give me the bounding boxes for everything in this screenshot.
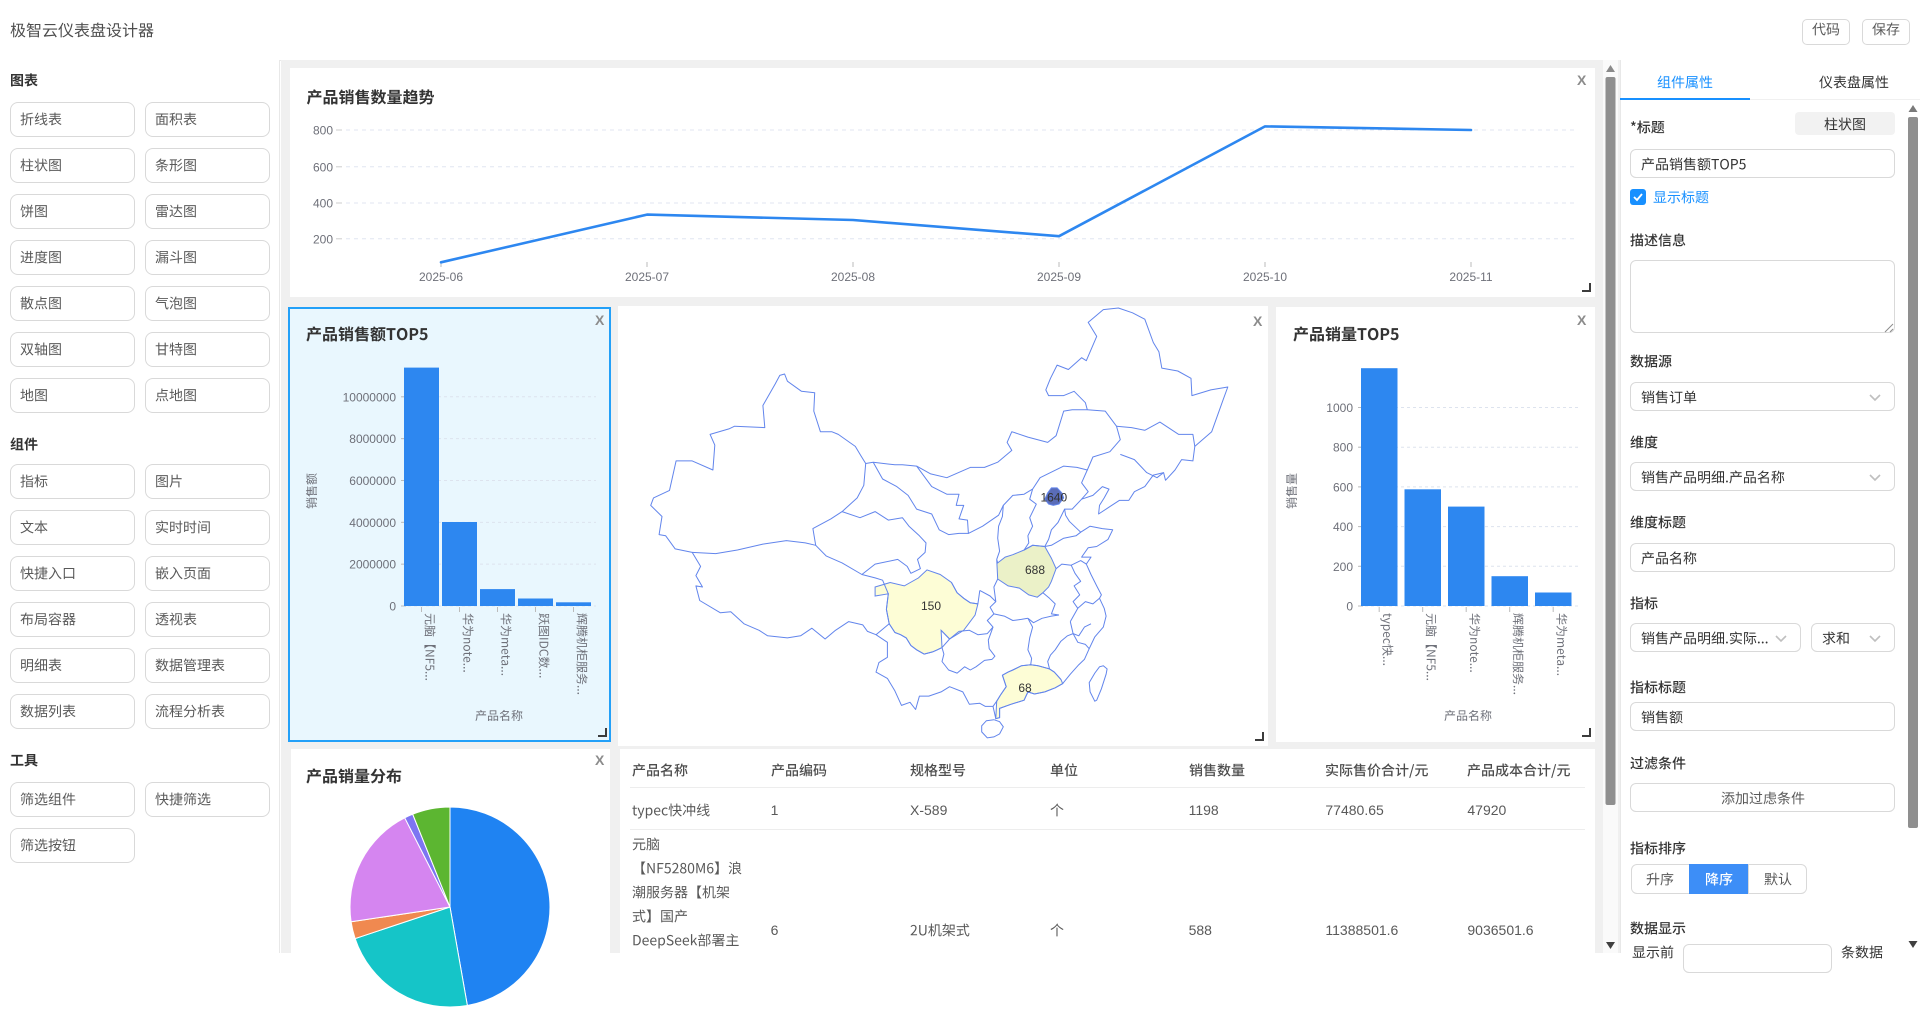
svg-text:1000: 1000 bbox=[1326, 401, 1353, 415]
svg-text:8000000: 8000000 bbox=[349, 432, 396, 446]
svg-text:600: 600 bbox=[1333, 480, 1353, 494]
svg-text:800: 800 bbox=[313, 124, 333, 138]
svg-text:688: 688 bbox=[1025, 563, 1045, 577]
svg-text:6000000: 6000000 bbox=[349, 474, 396, 488]
svg-text:400: 400 bbox=[313, 197, 333, 211]
svg-text:68: 68 bbox=[1018, 681, 1032, 695]
svg-text:200: 200 bbox=[313, 232, 333, 246]
svg-text:2025-09: 2025-09 bbox=[1037, 270, 1081, 284]
svg-text:0: 0 bbox=[1346, 600, 1353, 614]
svg-text:2025-06: 2025-06 bbox=[419, 270, 463, 284]
svg-text:0: 0 bbox=[389, 600, 396, 614]
svg-text:1640: 1640 bbox=[1040, 490, 1067, 504]
svg-text:600: 600 bbox=[313, 160, 333, 174]
svg-text:150: 150 bbox=[921, 599, 941, 613]
svg-text:2025-08: 2025-08 bbox=[831, 270, 875, 284]
svg-text:800: 800 bbox=[1333, 441, 1353, 455]
svg-text:2025-07: 2025-07 bbox=[625, 270, 669, 284]
svg-text:2025-11: 2025-11 bbox=[1449, 270, 1492, 284]
svg-text:400: 400 bbox=[1333, 520, 1353, 534]
svg-text:10000000: 10000000 bbox=[343, 390, 397, 404]
svg-text:4000000: 4000000 bbox=[349, 516, 396, 530]
svg-text:2025-10: 2025-10 bbox=[1243, 270, 1287, 284]
svg-text:2000000: 2000000 bbox=[349, 558, 396, 572]
svg-text:200: 200 bbox=[1333, 560, 1353, 574]
